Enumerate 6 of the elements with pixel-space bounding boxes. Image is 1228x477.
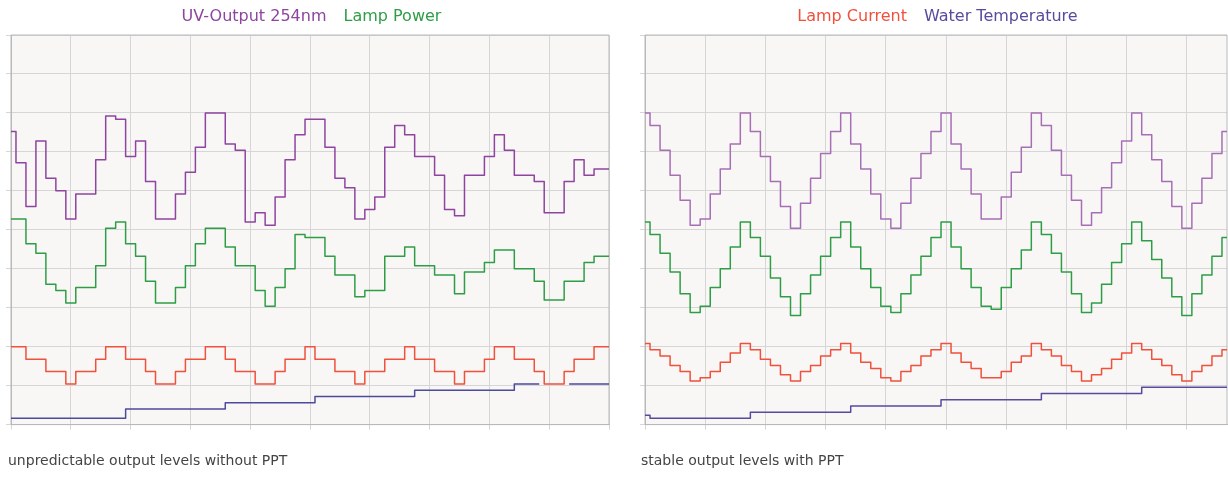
text: unpredictable output levels without PPT	[8, 452, 288, 468]
text: Lamp Power	[343, 6, 442, 26]
text: UV-Output 254nm	[181, 6, 327, 26]
text: Lamp Current	[797, 6, 907, 26]
text: Water Temperature	[923, 6, 1078, 26]
text: stable output levels with PPT	[641, 452, 844, 468]
